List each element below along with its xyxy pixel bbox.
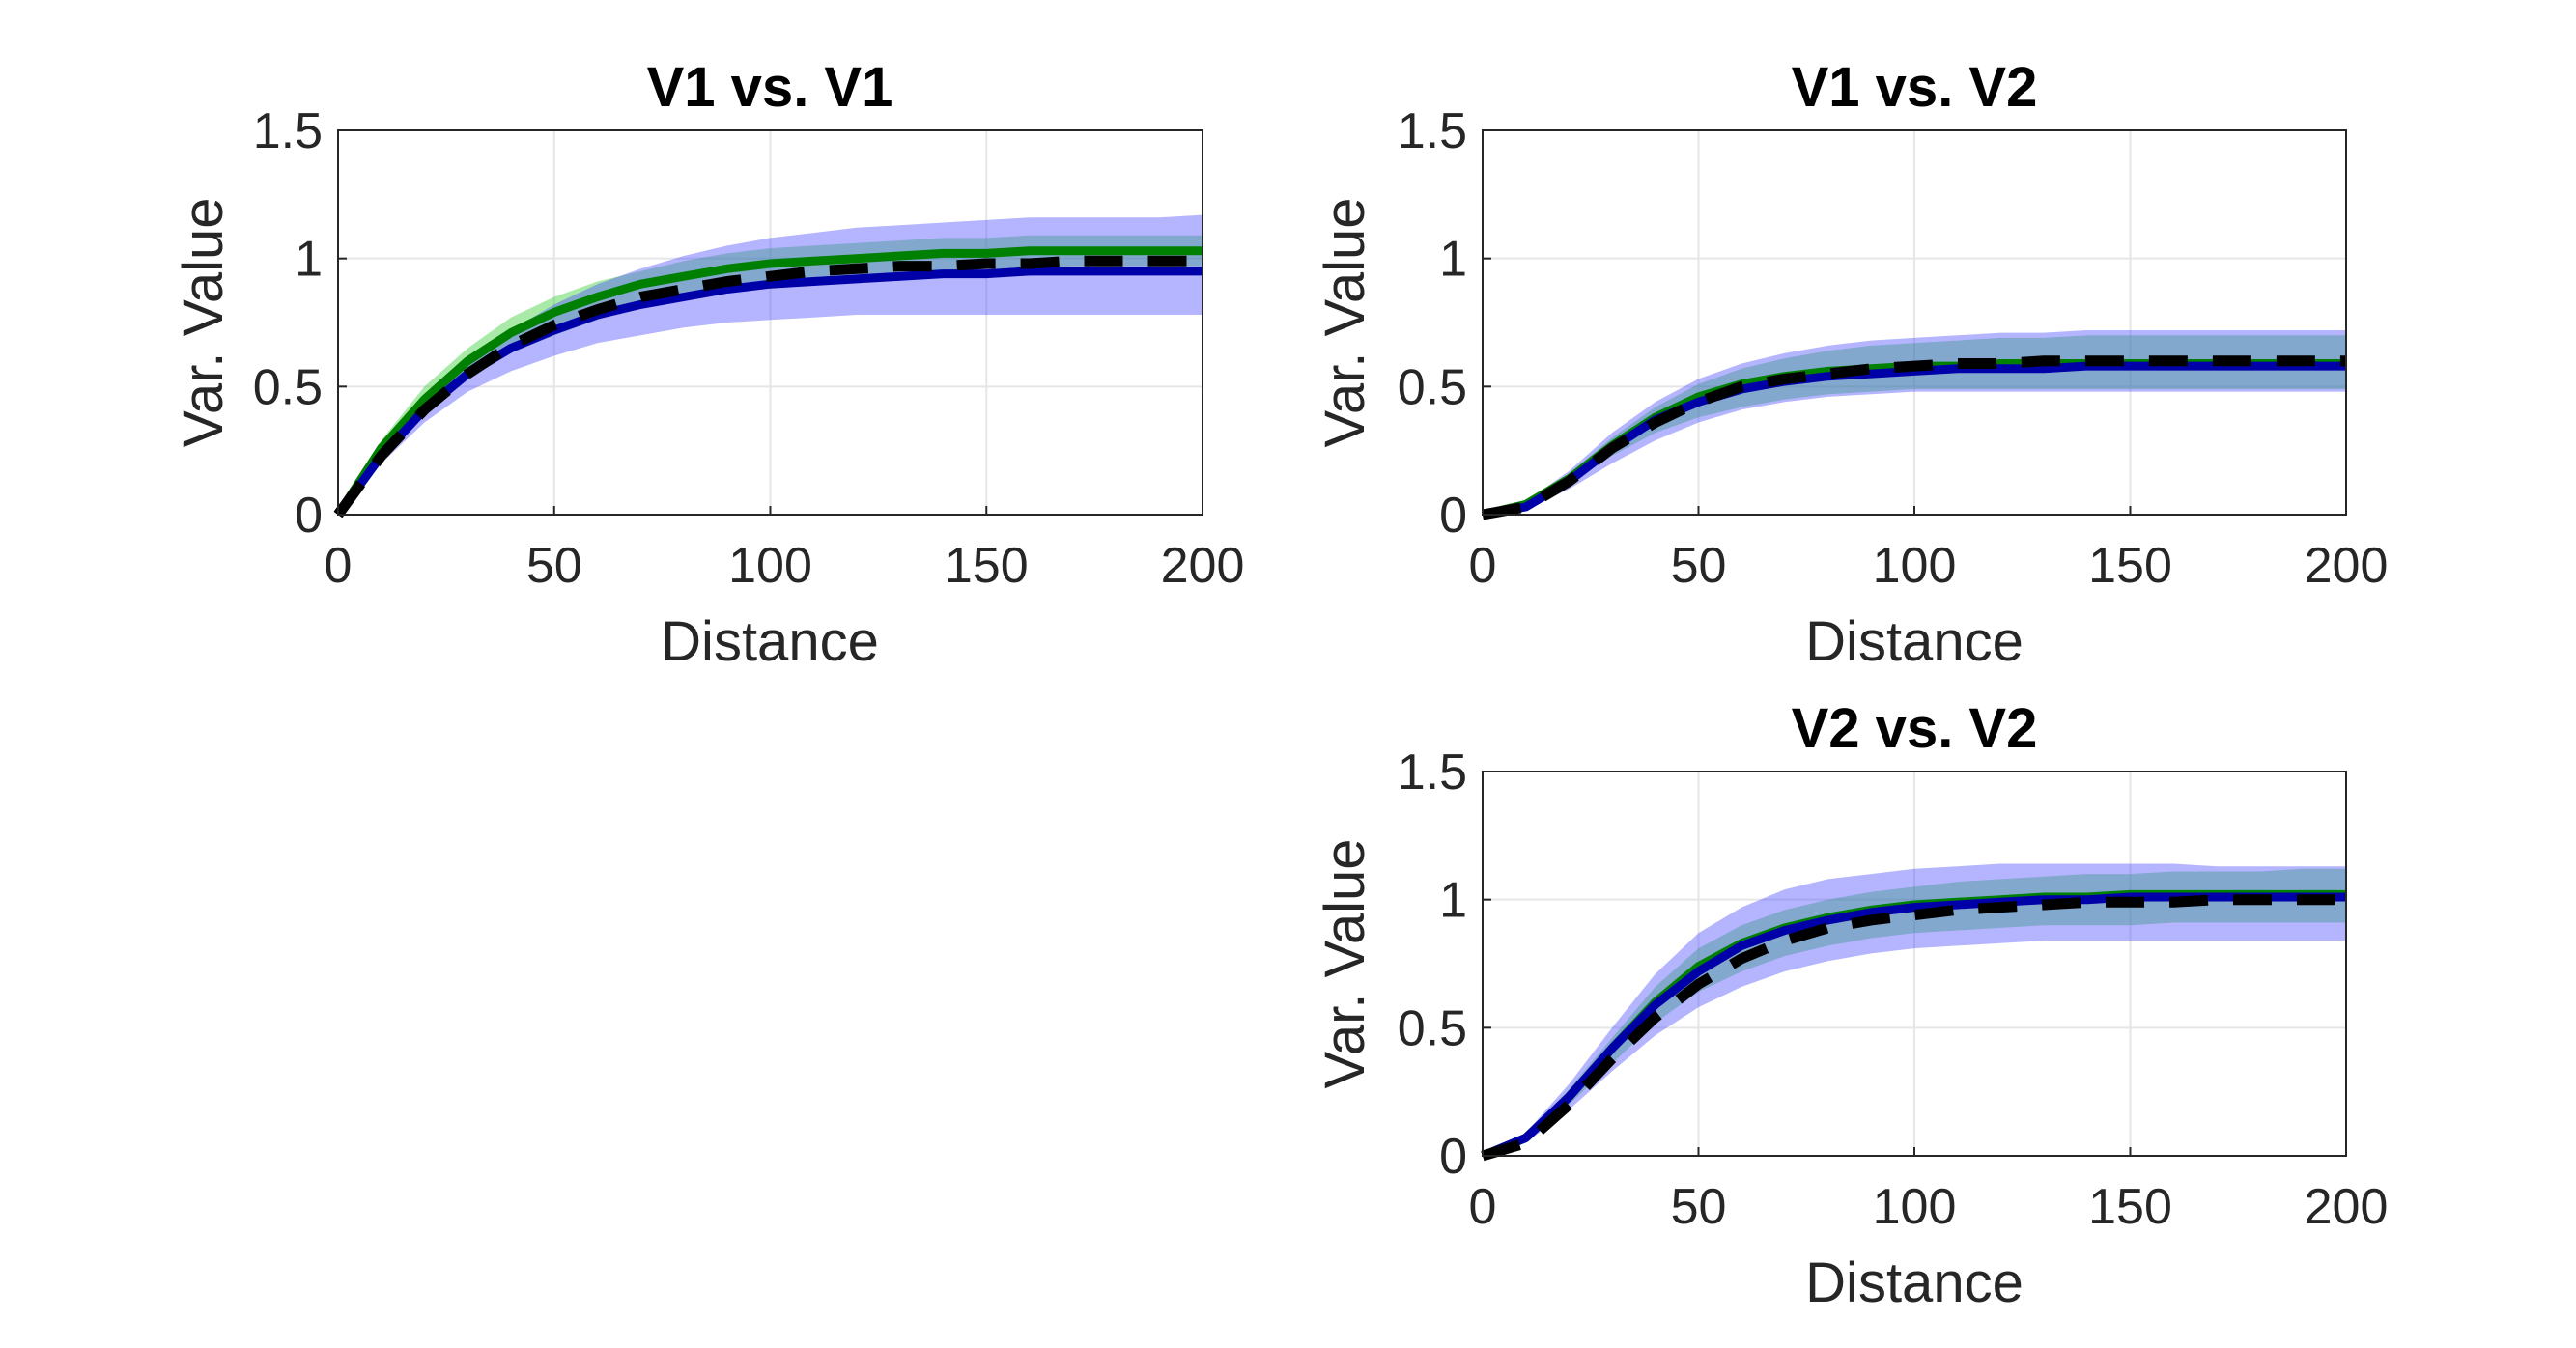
band-blue bbox=[1483, 330, 2346, 515]
x-tick-label-2: 100 bbox=[1873, 538, 1957, 594]
reference-dashed-line bbox=[1482, 355, 2346, 520]
y-tick-label-0: 0 bbox=[295, 488, 323, 544]
x-tick-label-1: 50 bbox=[1671, 1179, 1727, 1235]
x-tick-label-0: 0 bbox=[325, 538, 353, 594]
confidence-bands bbox=[1483, 330, 2346, 515]
axes bbox=[1482, 129, 2347, 516]
x-tick-label-1: 50 bbox=[1671, 538, 1727, 594]
y-tick-label-0: 0 bbox=[1439, 488, 1467, 544]
x-tick-label-3: 150 bbox=[2088, 1179, 2172, 1235]
grid-lines bbox=[1482, 771, 2347, 1157]
x-tick-label-2: 100 bbox=[1873, 1179, 1957, 1235]
band-blue bbox=[1483, 863, 2346, 1156]
x-tick-label-0: 0 bbox=[1469, 538, 1497, 594]
y-tick-label-2: 1 bbox=[295, 232, 323, 288]
x-axis-label: Distance bbox=[661, 610, 879, 673]
x-axis-label: Distance bbox=[1805, 1251, 2024, 1314]
y-tick-label-3: 1.5 bbox=[1398, 103, 1467, 159]
x-tick-label-4: 200 bbox=[1161, 538, 1245, 594]
chart-title: V2 vs. V2 bbox=[1792, 697, 2038, 760]
y-tick-label-2: 1 bbox=[1439, 873, 1467, 929]
y-tick-label-2: 1 bbox=[1439, 232, 1467, 288]
band-blue bbox=[338, 214, 1203, 515]
y-axis-label: Var. Value bbox=[1314, 838, 1376, 1088]
y-axis-label: Var. Value bbox=[172, 197, 235, 447]
y-tick-label-3: 1.5 bbox=[253, 103, 323, 159]
x-tick-label-0: 0 bbox=[1469, 1179, 1497, 1235]
reference-dashed-line bbox=[333, 255, 1203, 519]
x-tick-label-3: 150 bbox=[2088, 538, 2172, 594]
tick-labels: 0 50 100 150 200 0 0.5 1 1.5 bbox=[253, 103, 1245, 594]
tick-labels: 0 50 100 150 200 0 0.5 1 1.5 bbox=[1398, 103, 2389, 594]
series-lines bbox=[333, 246, 1203, 519]
y-tick-label-1: 0.5 bbox=[1398, 1000, 1467, 1056]
x-tick-label-1: 50 bbox=[526, 538, 582, 594]
band-green bbox=[1483, 335, 2346, 515]
axes bbox=[1482, 771, 2347, 1157]
y-tick-label-1: 0.5 bbox=[253, 359, 323, 415]
axes bbox=[337, 129, 1203, 516]
y-tick-label-3: 1.5 bbox=[1398, 744, 1467, 800]
tick-labels: 0 50 100 150 200 0 0.5 1 1.5 bbox=[1398, 744, 2389, 1235]
x-tick-label-3: 150 bbox=[945, 538, 1029, 594]
series-line-green bbox=[334, 246, 1203, 518]
x-tick-label-4: 200 bbox=[2305, 538, 2389, 594]
series-lines bbox=[1481, 889, 2346, 1162]
band-green bbox=[338, 235, 1203, 516]
y-tick-label-1: 0.5 bbox=[1398, 359, 1467, 415]
x-axis-label: Distance bbox=[1805, 610, 2024, 673]
chart-title: V1 vs. V1 bbox=[647, 56, 893, 119]
confidence-bands bbox=[338, 214, 1203, 516]
x-tick-label-4: 200 bbox=[2305, 1179, 2389, 1235]
y-axis-label: Var. Value bbox=[1314, 197, 1376, 447]
chart-title: V1 vs. V2 bbox=[1792, 56, 2038, 119]
y-tick-label-0: 0 bbox=[1439, 1129, 1467, 1185]
grid-lines bbox=[337, 129, 1203, 516]
reference-dashed-line bbox=[1481, 894, 2346, 1162]
series-lines bbox=[1481, 355, 2346, 520]
x-tick-label-2: 100 bbox=[728, 538, 812, 594]
